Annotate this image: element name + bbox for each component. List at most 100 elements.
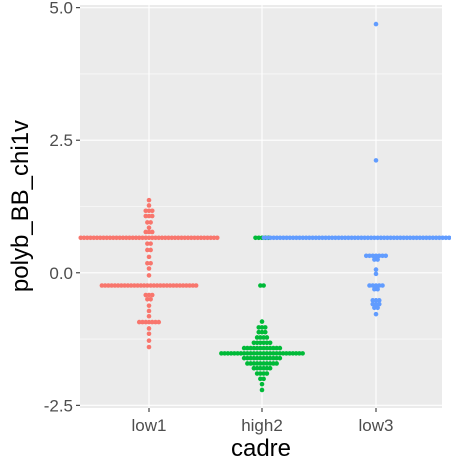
- data-point: [169, 235, 175, 241]
- data-point: [130, 235, 136, 241]
- data-point: [133, 235, 139, 241]
- data-point: [177, 283, 183, 288]
- data-point: [261, 340, 266, 346]
- data-point: [256, 325, 262, 330]
- data-point: [254, 340, 260, 346]
- data-point: [446, 235, 451, 241]
- data-point: [195, 235, 201, 241]
- data-point: [373, 283, 379, 288]
- data-point: [373, 21, 379, 27]
- data-point: [222, 351, 227, 356]
- data-point: [146, 266, 152, 271]
- data-point: [145, 247, 150, 253]
- data-point: [349, 235, 354, 241]
- data-point: [284, 235, 289, 241]
- data-point: [145, 241, 150, 246]
- data-point: [122, 283, 127, 288]
- data-point: [136, 319, 142, 325]
- data-point: [264, 335, 270, 340]
- data-point: [339, 235, 345, 241]
- data-point: [141, 283, 147, 288]
- x-tick-label: low1: [132, 416, 167, 435]
- data-point: [81, 235, 87, 241]
- data-point: [261, 361, 266, 366]
- data-point: [146, 313, 152, 319]
- data-point: [146, 331, 152, 337]
- data-point: [376, 298, 382, 303]
- data-point: [440, 235, 445, 241]
- data-point: [143, 208, 149, 214]
- data-point: [115, 283, 121, 288]
- data-point: [149, 208, 155, 214]
- data-point: [161, 283, 166, 288]
- data-point: [381, 235, 387, 241]
- data-point: [376, 283, 382, 288]
- data-point: [254, 361, 260, 366]
- data-point: [143, 213, 149, 219]
- data-point: [235, 351, 240, 356]
- data-point: [326, 235, 332, 241]
- data-point: [146, 225, 152, 231]
- data-point: [267, 345, 273, 351]
- data-point: [274, 235, 280, 241]
- data-point: [146, 203, 152, 208]
- data-point: [375, 286, 380, 292]
- x-tick-label: high2: [241, 416, 283, 435]
- data-point: [140, 235, 145, 241]
- data-point: [146, 254, 152, 260]
- data-point: [267, 340, 273, 346]
- data-point: [110, 235, 116, 241]
- data-point: [303, 235, 309, 241]
- data-point: [256, 235, 262, 241]
- data-point: [149, 213, 155, 219]
- data-point: [388, 235, 393, 241]
- data-point: [143, 292, 149, 298]
- data-point: [346, 235, 351, 241]
- data-point: [254, 365, 260, 371]
- x-tick-label: low3: [359, 416, 394, 435]
- data-point: [107, 235, 113, 241]
- data-point: [148, 247, 153, 253]
- data-point: [258, 351, 263, 356]
- data-point: [293, 351, 299, 356]
- data-point: [156, 319, 162, 325]
- data-point: [143, 229, 149, 235]
- data-point: [307, 235, 312, 241]
- data-point: [313, 235, 319, 241]
- data-point: [411, 235, 416, 241]
- data-point: [241, 351, 247, 356]
- data-point: [149, 229, 155, 235]
- y-axis-title: polyb_BB_chi1v: [7, 120, 34, 292]
- data-point: [271, 361, 276, 366]
- data-point: [251, 355, 257, 361]
- data-point: [264, 365, 270, 371]
- data-point: [148, 220, 153, 225]
- data-point: [258, 283, 263, 288]
- data-point: [258, 335, 263, 340]
- data-point: [179, 235, 184, 241]
- data-point: [437, 235, 442, 241]
- data-point: [373, 301, 379, 307]
- data-point: [297, 351, 302, 356]
- data-point: [274, 355, 279, 361]
- data-point: [146, 235, 152, 241]
- data-point: [175, 235, 181, 241]
- data-point: [148, 297, 153, 302]
- data-point: [102, 283, 108, 288]
- data-point: [443, 235, 449, 241]
- data-point: [84, 235, 90, 241]
- data-point: [251, 351, 257, 356]
- data-point: [146, 292, 152, 298]
- data-point: [365, 235, 371, 241]
- data-point: [192, 235, 197, 241]
- data-point: [367, 283, 372, 288]
- data-point: [277, 351, 283, 356]
- y-tick-label: 2.5: [49, 131, 73, 150]
- data-point: [264, 345, 270, 351]
- data-point: [245, 361, 250, 366]
- data-point: [166, 235, 171, 241]
- data-point: [258, 371, 263, 376]
- data-point: [159, 235, 165, 241]
- data-point: [148, 260, 153, 266]
